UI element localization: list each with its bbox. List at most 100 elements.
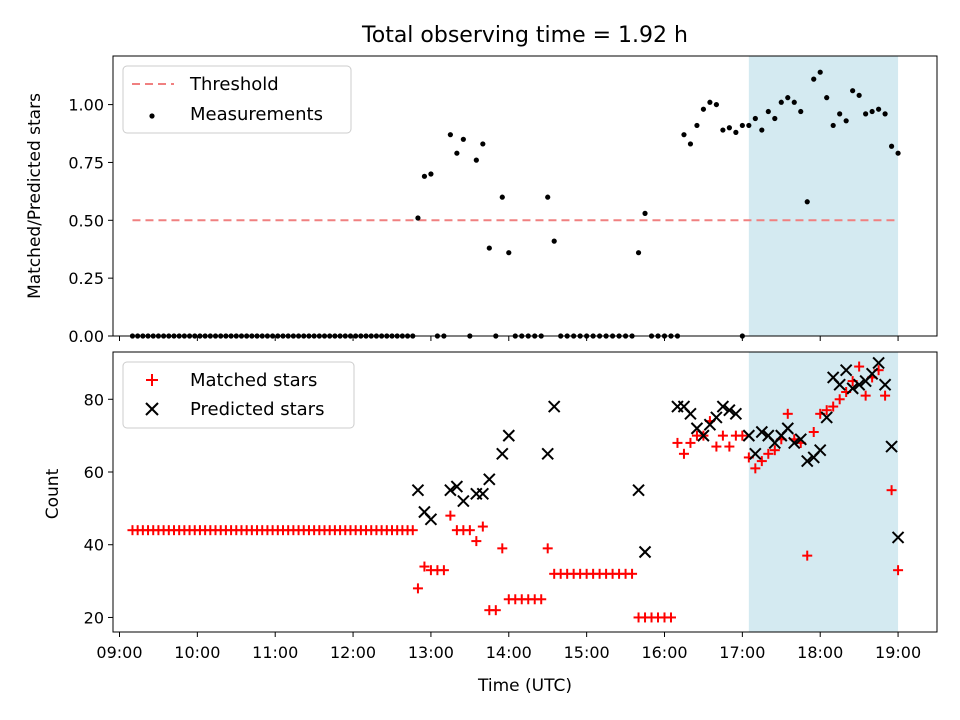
measurement-point xyxy=(726,125,732,131)
matched-star-point xyxy=(802,550,813,561)
predicted-star-point xyxy=(839,363,853,377)
measurement-point xyxy=(882,111,888,117)
x-tick-label: 19:00 xyxy=(875,643,921,662)
measurement-point xyxy=(421,173,428,179)
measurement-point xyxy=(824,95,830,101)
measurement-point xyxy=(499,194,505,200)
x-tick-label: 15:00 xyxy=(564,643,610,662)
matched-star-point xyxy=(834,394,845,405)
matched-legend-label: Matched stars xyxy=(190,370,317,391)
observing-window-span xyxy=(748,56,899,336)
matched-star-point xyxy=(750,463,761,474)
predicted-star-point xyxy=(814,443,827,457)
measurement-point xyxy=(791,99,797,105)
measurement-point xyxy=(869,108,875,115)
measurement-point xyxy=(700,106,707,112)
measurement-point xyxy=(817,69,823,75)
measurement-point xyxy=(804,199,810,205)
matched-star-point xyxy=(627,568,638,579)
predicted-star-point xyxy=(846,382,859,395)
matched-star-point xyxy=(542,543,553,554)
measurement-point xyxy=(752,115,758,122)
matched-star-point xyxy=(808,427,819,437)
predicted-star-point xyxy=(697,429,710,442)
predicted-star-point xyxy=(716,400,730,413)
measurement-point xyxy=(713,101,720,108)
predicted-star-point xyxy=(749,447,762,461)
measurement-point xyxy=(765,108,771,115)
y-tick-label: 0.25 xyxy=(68,269,104,288)
predicted-star-point xyxy=(872,356,885,370)
measurement-ratio-panel: 0.00 0.25 0.50 0.75 1.00 Matched/Predicted s… xyxy=(25,55,938,346)
predicted-star-point xyxy=(820,411,833,424)
predicted-star-point xyxy=(411,483,425,497)
measurement-point xyxy=(480,141,486,147)
x-tick-label: 18:00 xyxy=(797,643,843,662)
top-legend-box xyxy=(122,65,352,134)
measurement-point xyxy=(759,127,765,133)
x-tick-label: 10:00 xyxy=(174,643,220,662)
measurement-point xyxy=(635,250,642,256)
measurement-point xyxy=(746,122,752,129)
measurement-point xyxy=(888,143,895,149)
predicted-star-point xyxy=(788,436,801,450)
matched-star-point xyxy=(886,485,897,496)
predicted-star-point xyxy=(638,545,652,559)
y-tick-label: 0.75 xyxy=(68,153,104,172)
measurement-point xyxy=(486,245,492,251)
observing-window-span xyxy=(748,352,899,632)
bottom-y-axis-label: Count xyxy=(43,468,63,519)
measurement-point xyxy=(681,132,687,138)
measurement-point xyxy=(876,106,882,112)
matched-star-point xyxy=(407,525,418,536)
measurement-point xyxy=(454,150,460,156)
x-tick-label: 17:00 xyxy=(719,643,765,662)
measurement-point xyxy=(772,115,778,122)
matched-star-point xyxy=(471,536,482,547)
measurement-point xyxy=(473,157,479,163)
predicted-star-point xyxy=(723,403,736,417)
y-tick-label: 1.00 xyxy=(68,96,104,115)
predicted-star-point xyxy=(444,483,457,497)
matched-star-point xyxy=(893,565,904,576)
measurement-point xyxy=(811,76,817,82)
matched-star-point xyxy=(412,583,423,594)
y-tick-label: 80 xyxy=(84,390,104,409)
y-tick-label: 0.50 xyxy=(68,211,104,230)
matched-star-point xyxy=(678,448,689,459)
matched-star-points xyxy=(127,361,904,623)
predicted-star-point xyxy=(801,454,814,468)
top-axis-ticks: 0.00 0.25 0.50 0.75 1.00 xyxy=(68,96,899,346)
matched-star-point xyxy=(685,437,696,448)
measurement-point xyxy=(545,194,551,200)
predicted-star-point xyxy=(424,513,438,526)
predicted-star-points xyxy=(411,356,905,559)
threshold-legend-label: Threshold xyxy=(189,74,279,95)
measurement-point xyxy=(415,215,421,221)
bottom-legend-box xyxy=(122,361,355,429)
predicted-legend-label: Predicted stars xyxy=(190,399,324,420)
predicted-star-point xyxy=(891,531,905,544)
matched-legend-swatch xyxy=(146,374,158,386)
matched-star-point xyxy=(497,543,508,554)
x-tick-label: 11:00 xyxy=(252,643,298,662)
star-count-panel: 20 40 60 80 Count Matched stars Predicted s… xyxy=(43,351,938,696)
predicted-star-point xyxy=(885,440,898,453)
measurement-point xyxy=(863,111,869,117)
bottom-axis-ticks: 20 40 60 80 xyxy=(84,390,899,637)
top-panel-frame xyxy=(112,55,938,337)
x-tick-label: 14:00 xyxy=(486,643,532,662)
predicted-star-point xyxy=(865,367,879,381)
measurement-point xyxy=(856,92,862,98)
predicted-star-point xyxy=(547,400,561,413)
predicted-star-point xyxy=(684,407,697,421)
predicted-legend-swatch xyxy=(145,402,159,416)
matched-star-point xyxy=(438,565,449,576)
predicted-star-point xyxy=(632,483,645,497)
measurement-point xyxy=(778,99,784,105)
matched-star-point xyxy=(419,561,430,572)
y-tick-label: 20 xyxy=(84,608,104,627)
measurement-point xyxy=(830,122,836,129)
predicted-star-point xyxy=(742,429,756,442)
